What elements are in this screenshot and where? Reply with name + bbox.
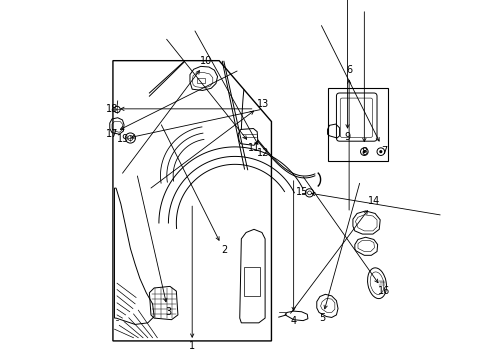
Text: 6: 6 xyxy=(346,65,351,75)
Text: 2: 2 xyxy=(220,245,226,255)
Text: 7: 7 xyxy=(380,146,386,156)
Text: 8: 8 xyxy=(361,147,366,157)
Text: 11: 11 xyxy=(247,144,260,153)
Text: 17: 17 xyxy=(105,129,118,139)
Bar xyxy=(327,88,387,161)
Text: 9: 9 xyxy=(344,132,350,143)
Text: 5: 5 xyxy=(318,313,325,323)
Text: 3: 3 xyxy=(165,307,171,318)
Circle shape xyxy=(362,150,365,153)
Text: 10: 10 xyxy=(200,56,212,66)
Text: 13: 13 xyxy=(256,99,268,109)
Text: 12: 12 xyxy=(256,148,268,158)
Bar xyxy=(197,78,204,84)
Circle shape xyxy=(379,150,382,153)
Text: 4: 4 xyxy=(290,316,296,326)
Text: 15: 15 xyxy=(295,187,308,197)
Text: 14: 14 xyxy=(367,197,380,206)
Text: 18: 18 xyxy=(105,104,118,114)
Text: 19: 19 xyxy=(117,134,129,144)
Bar xyxy=(244,267,259,296)
Text: 1: 1 xyxy=(189,341,195,351)
Text: 16: 16 xyxy=(377,286,389,296)
